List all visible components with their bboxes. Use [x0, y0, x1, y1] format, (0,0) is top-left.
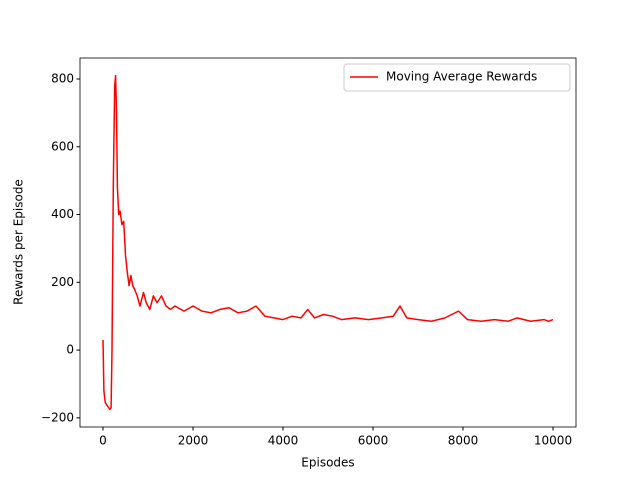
x-tick-label: 6000 [358, 434, 389, 448]
y-tick-label: 400 [51, 207, 74, 221]
y-tick-label: −200 [41, 410, 74, 424]
y-tick-label: 0 [66, 343, 74, 357]
x-axis-label: Episodes [301, 456, 354, 470]
y-axis-label: Rewards per Episode [12, 179, 26, 305]
x-tick-label: 8000 [448, 434, 479, 448]
x-tick-label: 2000 [178, 434, 209, 448]
y-tick-label: 600 [51, 139, 74, 153]
plot-frame [79, 57, 577, 428]
x-tick-label: 10000 [534, 434, 572, 448]
legend-label: Moving Average Rewards [386, 70, 537, 84]
y-tick-label: 200 [51, 275, 74, 289]
y-tick-label: 800 [51, 72, 74, 86]
x-tick-label: 4000 [268, 434, 299, 448]
legend-box [343, 63, 571, 92]
line-series [102, 74, 554, 411]
x-tick-label: 0 [99, 434, 107, 448]
